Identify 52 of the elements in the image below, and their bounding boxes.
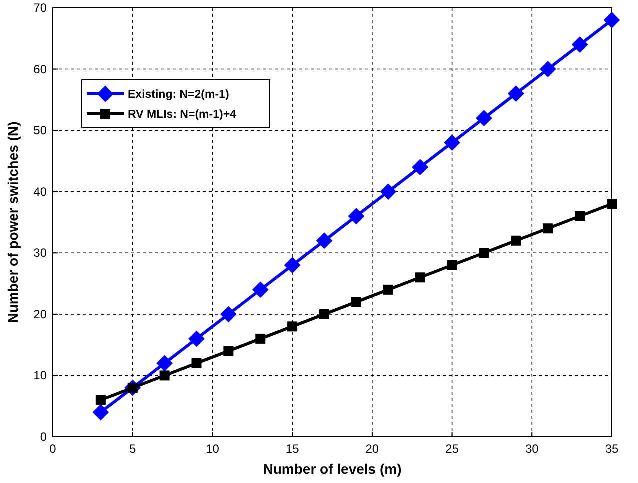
point <box>412 159 428 176</box>
x-tick-label: 35 <box>605 442 619 456</box>
y-tick-label: 10 <box>34 368 48 383</box>
x-tick-label: 15 <box>286 442 300 456</box>
point <box>479 248 490 258</box>
point <box>192 358 202 368</box>
point <box>447 260 458 270</box>
y-tick-label: 40 <box>34 184 48 199</box>
x-tick-label: 30 <box>525 442 540 456</box>
legend-label: Existing: N=2(m-1) <box>128 89 230 101</box>
point <box>444 134 460 151</box>
y-tick-label: 30 <box>34 246 48 260</box>
y-tick-label: 20 <box>34 307 48 322</box>
point <box>348 208 364 224</box>
point <box>252 282 269 298</box>
y-tick-label: 0 <box>40 430 48 444</box>
point <box>96 395 106 406</box>
point <box>256 334 266 344</box>
legend-label: RV MLIs: N=(m-1)+4 <box>128 109 238 121</box>
y-tick-label: 60 <box>34 62 48 76</box>
point <box>316 232 333 249</box>
point <box>476 110 492 126</box>
point <box>188 330 205 347</box>
x-tick-label: 25 <box>446 442 460 456</box>
x-tick-label: 20 <box>366 442 380 456</box>
point <box>508 86 524 102</box>
point <box>351 297 362 308</box>
y-tick-label: 70 <box>34 1 48 15</box>
point <box>607 199 617 210</box>
point <box>92 404 109 420</box>
point <box>575 211 586 222</box>
point <box>383 284 394 295</box>
point <box>511 236 522 246</box>
x-tick-label: 0 <box>50 442 57 456</box>
point <box>380 184 396 200</box>
point <box>224 346 234 356</box>
point <box>220 306 237 322</box>
point <box>415 272 426 283</box>
point <box>543 224 554 234</box>
y-tick-label: 50 <box>34 124 48 138</box>
point <box>572 36 588 53</box>
point <box>320 309 330 320</box>
point <box>160 370 170 381</box>
point <box>156 355 173 372</box>
point <box>540 61 556 78</box>
x-axis-title: Number of levels (m) <box>263 461 402 477</box>
x-tick-label: 10 <box>206 442 220 456</box>
point <box>284 257 301 274</box>
x-tick-label: 5 <box>130 442 137 456</box>
point <box>288 322 298 332</box>
point <box>604 12 620 28</box>
y-axis-title: Number of power switches (N) <box>5 122 21 324</box>
